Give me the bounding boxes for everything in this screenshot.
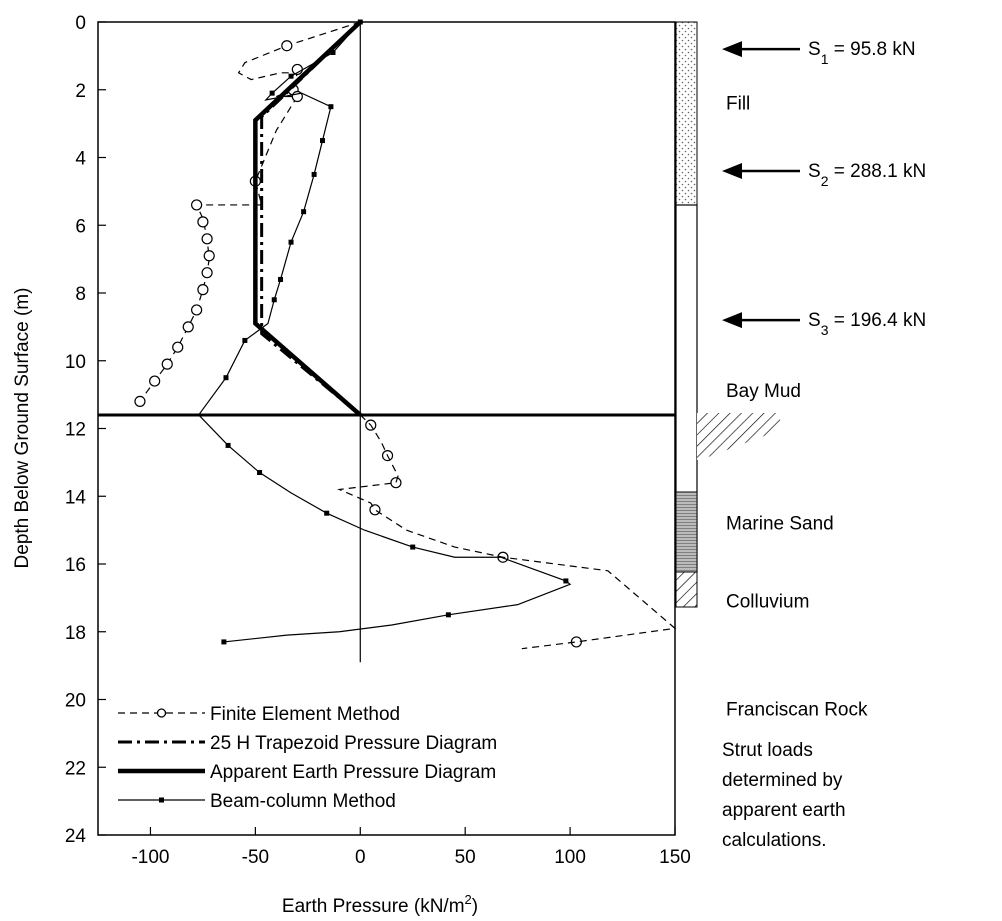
series-point bbox=[301, 209, 307, 215]
marine-sand-band bbox=[675, 491, 698, 573]
series-point bbox=[197, 216, 209, 228]
y-tick-label: 10 bbox=[65, 352, 86, 373]
y-tick-label: 4 bbox=[75, 149, 86, 170]
series-point bbox=[410, 544, 416, 550]
y-tick-label: 12 bbox=[65, 420, 86, 441]
x-tick-label: -50 bbox=[242, 847, 269, 868]
note-line: Strut loads bbox=[722, 740, 813, 761]
legend: Finite Element Method 25 H Trapezoid Pres… bbox=[118, 704, 497, 812]
legend-label: Finite Element Method bbox=[210, 704, 400, 725]
series-point bbox=[570, 636, 582, 648]
series-point bbox=[225, 442, 231, 448]
strut-arrow-head bbox=[722, 163, 742, 180]
series-point bbox=[445, 612, 451, 618]
y-tick-label: 24 bbox=[65, 826, 87, 847]
soil-layer-label: Franciscan Rock bbox=[726, 700, 868, 721]
x-tick-label: 100 bbox=[554, 847, 586, 868]
y-tick-label: 6 bbox=[75, 216, 86, 237]
series-line bbox=[260, 20, 362, 417]
series-point bbox=[390, 477, 402, 489]
legend-marker bbox=[159, 797, 164, 803]
y-tick-label: 0 bbox=[75, 13, 86, 34]
y-axis-label: Depth Below Ground Surface (m) bbox=[12, 288, 33, 569]
soil-column bbox=[675, 21, 780, 608]
y-tick-label: 14 bbox=[65, 487, 87, 508]
series-point bbox=[197, 284, 209, 296]
series-point bbox=[311, 171, 317, 177]
series-point bbox=[201, 267, 213, 279]
soil-layer-label: Colluvium bbox=[726, 591, 809, 612]
series-point bbox=[563, 578, 569, 584]
series-point bbox=[203, 250, 215, 262]
series-point bbox=[172, 341, 184, 353]
x-tick-label: 50 bbox=[455, 847, 476, 868]
legend-label: Beam-column Method bbox=[210, 791, 396, 812]
series-line bbox=[337, 414, 677, 650]
legend-label: Apparent Earth Pressure Diagram bbox=[210, 762, 496, 783]
fill-layer-band bbox=[675, 21, 698, 206]
legend-label: 25 H Trapezoid Pressure Diagram bbox=[210, 733, 497, 754]
y-tick-label: 2 bbox=[75, 81, 86, 102]
series-point bbox=[269, 90, 275, 96]
strut-load-label: S1 = 95.8 kN bbox=[808, 39, 916, 67]
series-point bbox=[149, 375, 161, 387]
series-point bbox=[221, 639, 227, 645]
soil-layer-label: Bay Mud bbox=[726, 381, 801, 402]
series-point bbox=[271, 297, 277, 303]
series-point bbox=[191, 304, 203, 316]
series-point bbox=[328, 104, 334, 110]
legend-marker bbox=[156, 708, 167, 718]
series-point bbox=[191, 199, 203, 211]
strut-load-note: Strut loads determined by apparent earth ca… bbox=[722, 740, 846, 851]
series-layer bbox=[134, 19, 677, 650]
note-line: determined by bbox=[722, 770, 843, 791]
series-point bbox=[182, 321, 194, 333]
series-point bbox=[257, 470, 263, 476]
series-point bbox=[324, 510, 330, 516]
y-tick-label: 16 bbox=[65, 555, 86, 576]
strut-arrow-head bbox=[722, 41, 742, 58]
series-point bbox=[281, 40, 293, 52]
y-tick-label: 20 bbox=[65, 691, 86, 712]
colluvium-band bbox=[675, 571, 698, 608]
series-point bbox=[278, 276, 284, 282]
x-tick-label: -100 bbox=[131, 847, 169, 868]
series-point bbox=[288, 239, 294, 245]
series-point bbox=[369, 504, 381, 516]
x-axis-ticks: -100 -50 0 50 100 150 bbox=[131, 827, 691, 868]
series-line bbox=[197, 21, 572, 643]
series-point bbox=[223, 375, 229, 381]
note-line: calculations. bbox=[722, 830, 827, 851]
series-point bbox=[134, 395, 146, 407]
excavation-ground-hatch bbox=[697, 413, 780, 460]
strut-arrow-head bbox=[722, 312, 742, 329]
x-axis-label: Earth Pressure (kN/m2) bbox=[282, 892, 478, 917]
series-line bbox=[253, 20, 362, 417]
y-tick-label: 8 bbox=[75, 284, 86, 305]
series-point bbox=[161, 358, 173, 370]
series-point bbox=[242, 337, 248, 343]
series-point bbox=[288, 73, 294, 79]
series-point bbox=[320, 138, 326, 144]
strut-load-label: S2 = 288.1 kN bbox=[808, 161, 926, 189]
series-point bbox=[201, 233, 213, 245]
strut-load-label: S3 = 196.4 kN bbox=[808, 310, 926, 338]
soil-layer-label: Fill bbox=[726, 93, 750, 114]
series-point bbox=[357, 19, 363, 25]
note-line: apparent earth bbox=[722, 800, 846, 821]
series-point bbox=[330, 49, 336, 55]
strut-loads: S1 = 95.8 kN S2 = 288.1 kN S3 = 196.4 kN bbox=[722, 39, 926, 338]
x-tick-label: 150 bbox=[659, 847, 691, 868]
soil-layer-labels: Fill Bay Mud Marine Sand Colluvium Francisca… bbox=[726, 93, 868, 720]
soil-layer-label: Marine Sand bbox=[726, 513, 834, 534]
y-tick-label: 18 bbox=[65, 623, 86, 644]
x-tick-label: 0 bbox=[355, 847, 366, 868]
y-tick-label: 22 bbox=[65, 758, 86, 779]
